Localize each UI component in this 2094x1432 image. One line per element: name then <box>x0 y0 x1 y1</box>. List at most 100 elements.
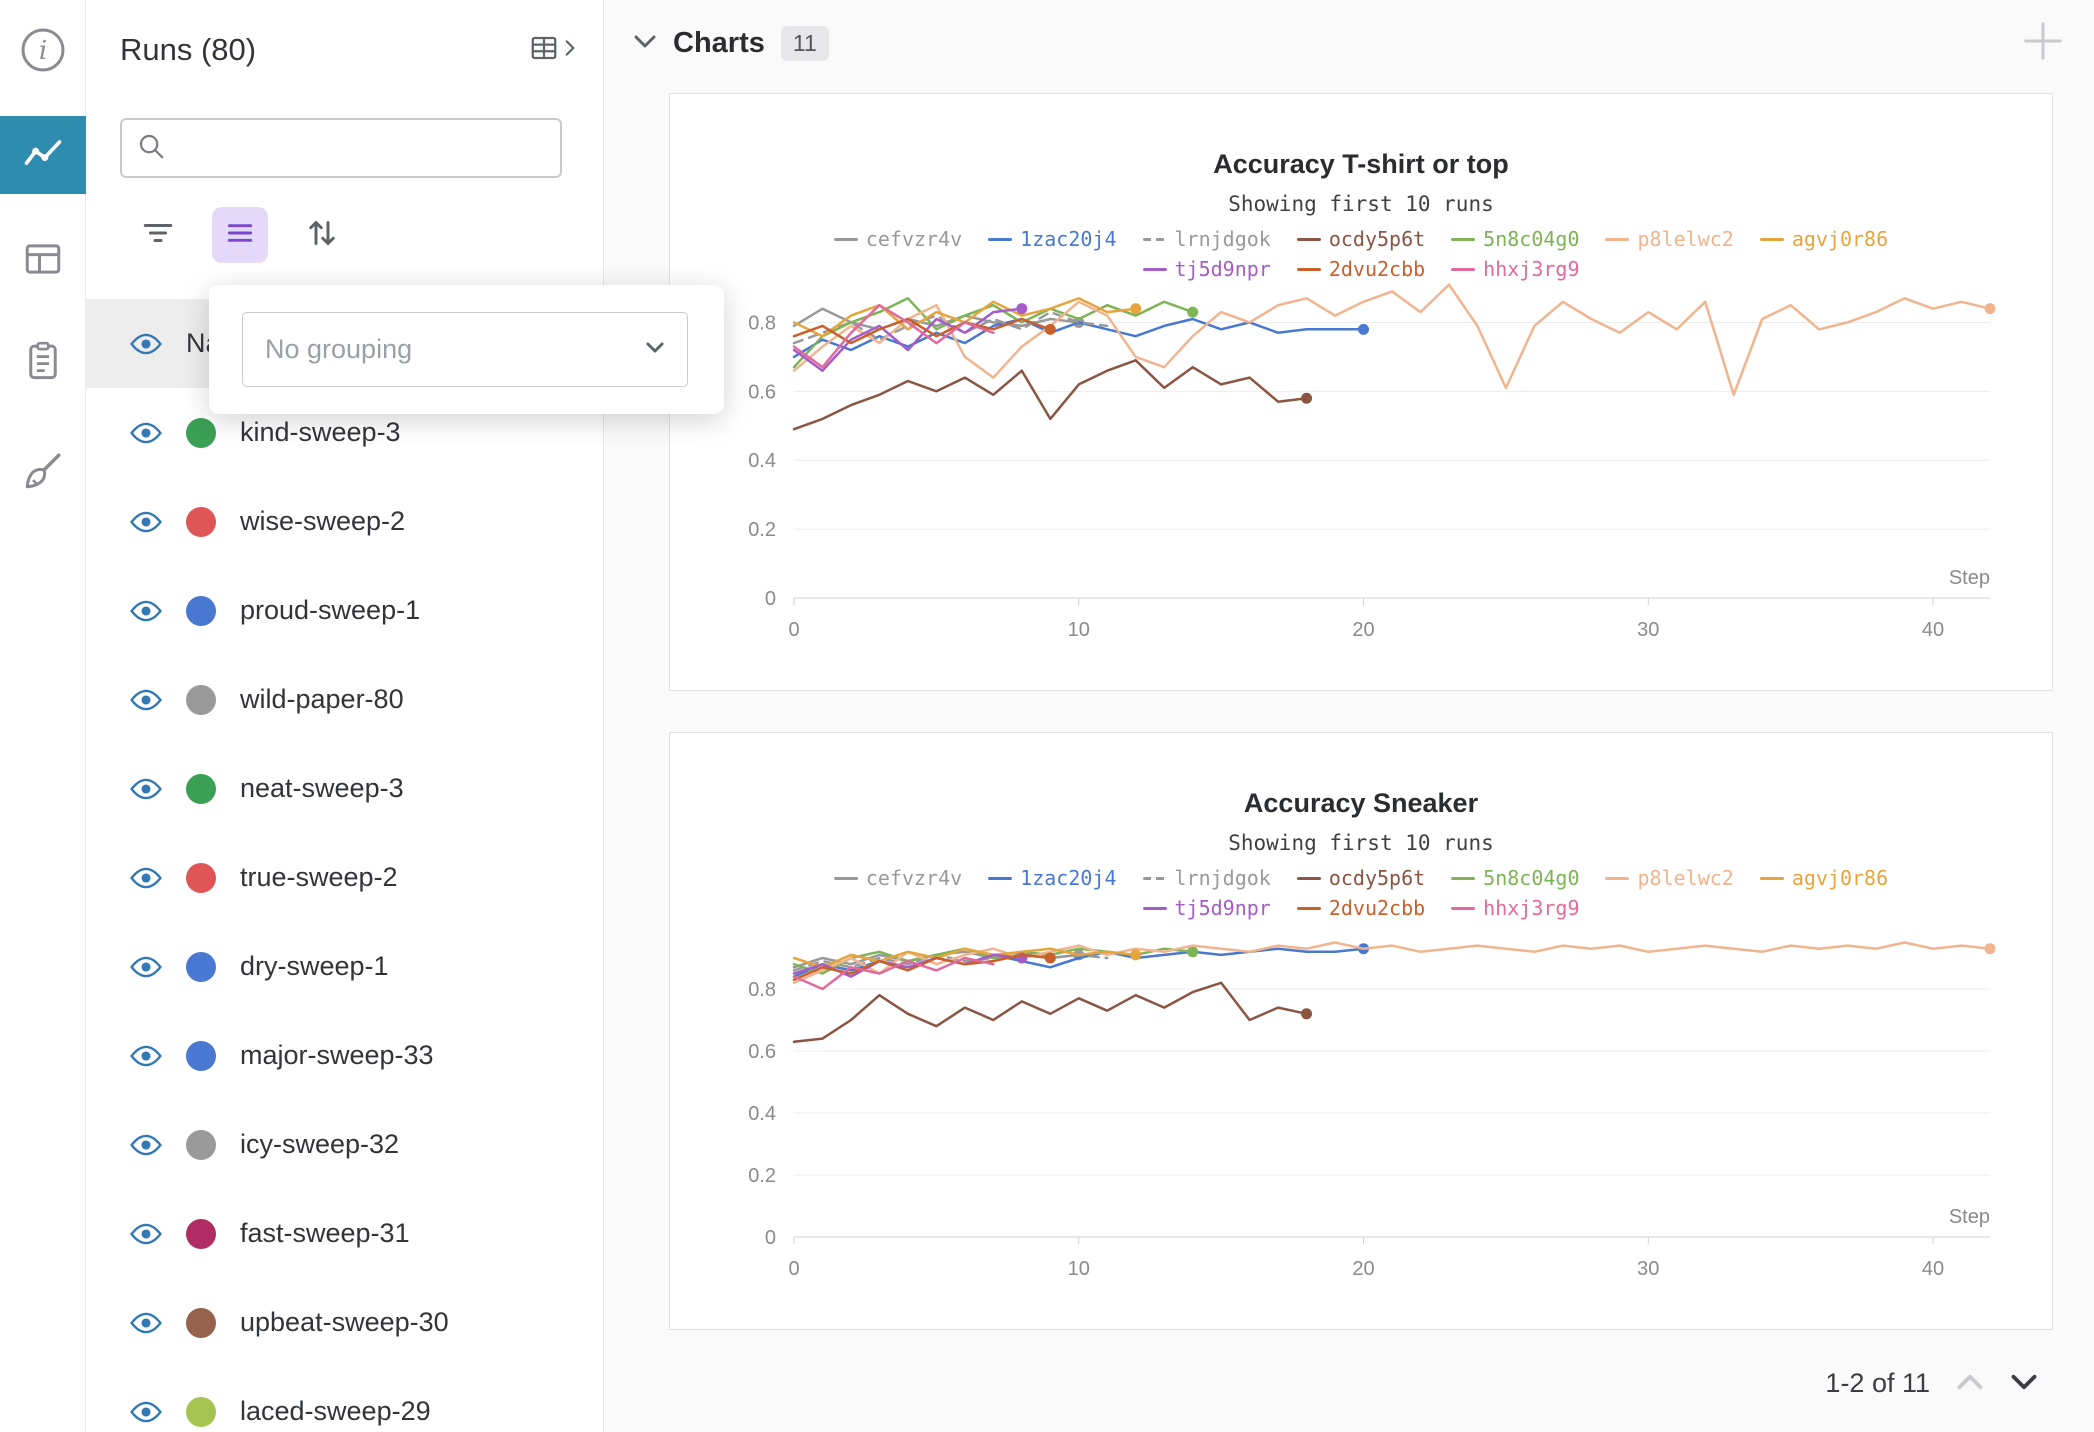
run-color-dot <box>186 1307 216 1338</box>
legend-item[interactable]: agvj0r86 <box>1759 224 1888 254</box>
visibility-eye-icon[interactable] <box>130 1044 162 1068</box>
chevron-down-icon <box>645 341 665 359</box>
legend-item[interactable]: 5n8c04g0 <box>1451 863 1579 893</box>
legend-line-sample <box>1296 267 1321 271</box>
legend-item[interactable]: tj5d9npr <box>1142 893 1271 923</box>
series-line[interactable] <box>792 283 1992 397</box>
charts-container: Accuracy T-shirt or top Showing first 10… <box>669 93 2053 1371</box>
pagination-next-button[interactable] <box>2010 1373 2038 1394</box>
legend-item[interactable]: 1zac20j4 <box>988 224 1117 254</box>
nav-workspace-button[interactable] <box>0 116 86 194</box>
series-line[interactable] <box>792 956 995 991</box>
run-color-dot <box>186 1396 216 1427</box>
visibility-eye-icon[interactable] <box>130 1400 162 1424</box>
series-line[interactable] <box>792 953 1052 981</box>
legend-item[interactable]: ocdy5p6t <box>1296 863 1425 893</box>
nav-table-button[interactable] <box>22 238 64 285</box>
run-list-item[interactable]: laced-sweep-29 <box>86 1367 603 1432</box>
nav-sweeps-button[interactable] <box>22 450 64 497</box>
legend-item[interactable]: hhxj3rg9 <box>1451 254 1579 284</box>
run-list-item[interactable]: kind-sweep-3 <box>86 388 603 477</box>
legend-label: tj5d9npr <box>1174 257 1271 281</box>
run-name: icy-sweep-32 <box>240 1129 400 1159</box>
run-list-item[interactable]: true-sweep-2 <box>86 833 603 922</box>
legend-item[interactable]: p8lelwc2 <box>1605 863 1734 893</box>
series-line[interactable] <box>792 297 1194 369</box>
visibility-eye-icon[interactable] <box>130 510 162 534</box>
visibility-eye-icon[interactable] <box>130 1222 162 1246</box>
series-line[interactable] <box>792 317 1052 345</box>
series-end-dot <box>1984 303 1996 315</box>
legend-line-sample <box>1759 237 1784 241</box>
legend-item[interactable]: lrnjdgok <box>1142 863 1271 893</box>
run-list-item[interactable]: neat-sweep-3 <box>86 744 603 833</box>
filter-button[interactable] <box>140 215 176 256</box>
run-name: true-sweep-2 <box>240 862 398 892</box>
legend-item[interactable]: p8lelwc2 <box>1605 224 1734 254</box>
legend-label: tj5d9npr <box>1174 896 1271 920</box>
runs-search-box[interactable] <box>120 118 562 178</box>
x-tick-label: 30 <box>1637 619 1659 641</box>
chevron-right-icon <box>563 37 577 64</box>
chart-panel[interactable]: Accuracy Sneaker Showing first 10 runs c… <box>669 732 2053 1330</box>
series-line[interactable] <box>792 303 995 369</box>
series-end-dot <box>1358 323 1370 335</box>
group-runs-button[interactable] <box>212 207 268 263</box>
series-line[interactable] <box>792 981 1308 1043</box>
runs-table-expand-button[interactable] <box>529 33 577 68</box>
chart-plot[interactable]: 0 0.2 0.4 0.6 0.8 0 10 20 30 40 Step <box>670 913 2054 1313</box>
run-list-item[interactable]: fast-sweep-31 <box>86 1189 603 1278</box>
runs-search-input[interactable] <box>166 131 546 165</box>
run-list-item[interactable]: upbeat-sweep-30 <box>86 1278 603 1367</box>
series-line[interactable] <box>792 947 1137 969</box>
series-line[interactable] <box>792 950 1109 972</box>
legend-item[interactable]: ocdy5p6t <box>1296 224 1425 254</box>
run-list-item[interactable]: icy-sweep-32 <box>86 1100 603 1189</box>
legend-label: hhxj3rg9 <box>1483 257 1580 281</box>
visibility-eye-icon[interactable] <box>130 1311 162 1335</box>
series-line[interactable] <box>792 359 1308 431</box>
nav-reports-button[interactable] <box>22 340 64 387</box>
legend-item[interactable]: lrnjdgok <box>1142 224 1271 254</box>
legend-item[interactable]: tj5d9npr <box>1142 254 1271 284</box>
grouping-dropdown[interactable]: No grouping <box>242 312 688 387</box>
visibility-eye-icon[interactable] <box>130 332 162 356</box>
legend-item[interactable]: 5n8c04g0 <box>1451 224 1579 254</box>
pagination-prev-button[interactable] <box>1956 1373 1984 1394</box>
legend-item[interactable]: 1zac20j4 <box>988 863 1117 893</box>
legend-item[interactable]: cefvzr4v <box>833 224 962 254</box>
run-list-item[interactable]: dry-sweep-1 <box>86 922 603 1011</box>
run-list-item[interactable]: wild-paper-80 <box>86 655 603 744</box>
legend-line-sample <box>1451 237 1476 241</box>
legend-row: cefvzr4v 1zac20j4 lrnjdgok ocdy5p6t 5n8c04g0… <box>762 224 1960 254</box>
legend-label: cefvzr4v <box>865 866 963 890</box>
visibility-eye-icon[interactable] <box>130 688 162 712</box>
legend-label: 1zac20j4 <box>1020 866 1117 890</box>
y-tick-label: 0.2 <box>748 1165 776 1187</box>
legend-item[interactable]: 2dvu2cbb <box>1296 254 1425 284</box>
series-line[interactable] <box>792 307 1024 372</box>
visibility-eye-icon[interactable] <box>130 955 162 979</box>
add-panel-button[interactable] <box>2020 18 2066 67</box>
legend-row: cefvzr4v 1zac20j4 lrnjdgok ocdy5p6t 5n8c04g0… <box>762 863 1960 893</box>
visibility-eye-icon[interactable] <box>130 1133 162 1157</box>
chart-plot[interactable]: 0 0.2 0.4 0.6 0.8 0 10 20 30 40 Step <box>670 274 2054 674</box>
legend-item[interactable]: cefvzr4v <box>833 863 963 893</box>
sort-runs-button[interactable] <box>304 215 340 256</box>
run-list-item[interactable]: proud-sweep-1 <box>86 566 603 655</box>
series-line[interactable] <box>792 317 1365 359</box>
nav-info-button[interactable]: i <box>19 26 67 79</box>
legend-item[interactable]: hhxj3rg9 <box>1451 893 1579 923</box>
visibility-eye-icon[interactable] <box>130 599 162 623</box>
visibility-eye-icon[interactable] <box>130 866 162 890</box>
series-line[interactable] <box>792 941 1992 985</box>
legend-item[interactable]: 2dvu2cbb <box>1296 893 1425 923</box>
run-list-item[interactable]: wise-sweep-2 <box>86 477 603 566</box>
charts-pagination: 1-2 of 11 <box>1825 1368 2038 1399</box>
visibility-eye-icon[interactable] <box>130 421 162 445</box>
visibility-eye-icon[interactable] <box>130 777 162 801</box>
chart-panel[interactable]: Accuracy T-shirt or top Showing first 10… <box>669 93 2053 691</box>
legend-item[interactable]: agvj0r86 <box>1759 863 1888 893</box>
charts-collapse-button[interactable] <box>633 34 657 54</box>
run-list-item[interactable]: major-sweep-33 <box>86 1011 603 1100</box>
